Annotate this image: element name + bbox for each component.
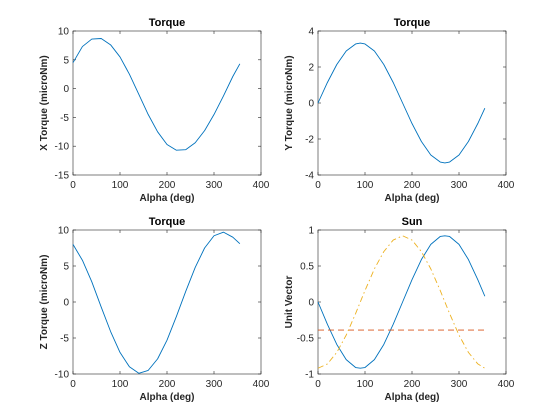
x-tick-label: 200 <box>404 379 421 390</box>
y-tick-label: -2 <box>305 135 314 146</box>
series-line-1 <box>72 38 241 151</box>
y-tick-label: 0.5 <box>300 262 314 273</box>
y-tick-label: -15 <box>55 171 70 182</box>
y-tick-label: -5 <box>60 113 69 124</box>
y-tick-label: -5 <box>60 334 69 345</box>
x-tick-label: 400 <box>253 180 270 191</box>
x-tick-label: 300 <box>206 180 223 191</box>
plot-area <box>317 30 507 176</box>
x-tick-label: 0 <box>70 180 76 191</box>
y-tick-label: 10 <box>58 226 70 237</box>
y-axis-label: Unit Vector <box>284 276 295 329</box>
chart-title: Torque <box>149 17 185 29</box>
y-tick-label: 2 <box>308 63 314 74</box>
y-axis-label: Z Torque (microNm) <box>39 255 50 350</box>
series-line-3 <box>317 235 486 369</box>
x-axis-label: Alpha (deg) <box>140 193 195 204</box>
y-tick-label: -10 <box>55 142 70 153</box>
chart-title: Sun <box>402 216 423 228</box>
x-tick-label: 300 <box>451 180 468 191</box>
y-tick-label: -1 <box>305 370 314 381</box>
y-tick-label: -0.5 <box>297 334 315 345</box>
x-tick-label: 100 <box>112 180 129 191</box>
y-tick-label: 5 <box>63 262 69 273</box>
x-tick-label: 100 <box>357 379 374 390</box>
y-axis-label: X Torque (microNm) <box>39 55 50 150</box>
y-tick-label: 5 <box>63 55 69 66</box>
x-tick-label: 200 <box>404 180 421 191</box>
subplot-2: 0 100 200 300 400 -4 -2 0 2 4 Torque Alpha (deg) Y T… <box>284 17 515 204</box>
subplot-1: 0 100 200 300 400 -15 -10 -5 0 5 10 Torque Alpha (de… <box>39 17 270 204</box>
x-tick-label: 0 <box>70 379 76 390</box>
x-tick-label: 300 <box>451 379 468 390</box>
subplot-4: 0 100 200 300 400 -1 -0.5 0 0.5 1 Sun Alpha (deg) Un… <box>284 216 515 403</box>
y-tick-label: 0 <box>63 298 69 309</box>
x-tick-label: 100 <box>357 180 374 191</box>
series-line-1 <box>317 42 486 164</box>
x-tick-label: 0 <box>315 379 321 390</box>
y-tick-label: 0 <box>308 99 314 110</box>
x-tick-label: 200 <box>159 180 176 191</box>
x-tick-label: 400 <box>498 180 515 191</box>
x-tick-label: 100 <box>112 379 129 390</box>
plot-area <box>317 229 507 375</box>
series-line-1 <box>317 235 486 369</box>
y-tick-label: 0 <box>308 298 314 309</box>
x-tick-label: 200 <box>159 379 176 390</box>
x-tick-label: 400 <box>498 379 515 390</box>
x-axis-label: Alpha (deg) <box>385 193 440 204</box>
y-tick-label: 10 <box>58 27 70 38</box>
series-line-1 <box>72 231 241 374</box>
y-tick-label: 0 <box>63 84 69 95</box>
chart-title: Torque <box>394 17 430 29</box>
plot-area <box>72 30 262 176</box>
y-tick-label: 1 <box>308 226 314 237</box>
x-axis-label: Alpha (deg) <box>385 392 440 403</box>
chart-title: Torque <box>149 216 185 228</box>
y-tick-label: 4 <box>308 27 314 38</box>
subplot-3: 0 100 200 300 400 -10 -5 0 5 10 Torque Alpha (deg) Z… <box>39 216 270 403</box>
x-tick-label: 300 <box>206 379 223 390</box>
x-tick-label: 0 <box>315 180 321 191</box>
y-tick-label: -10 <box>55 370 70 381</box>
y-tick-label: -4 <box>305 171 314 182</box>
plot-area <box>72 229 262 375</box>
x-tick-label: 400 <box>253 379 270 390</box>
y-axis-label: Y Torque (microNm) <box>284 55 295 150</box>
x-axis-label: Alpha (deg) <box>140 392 195 403</box>
